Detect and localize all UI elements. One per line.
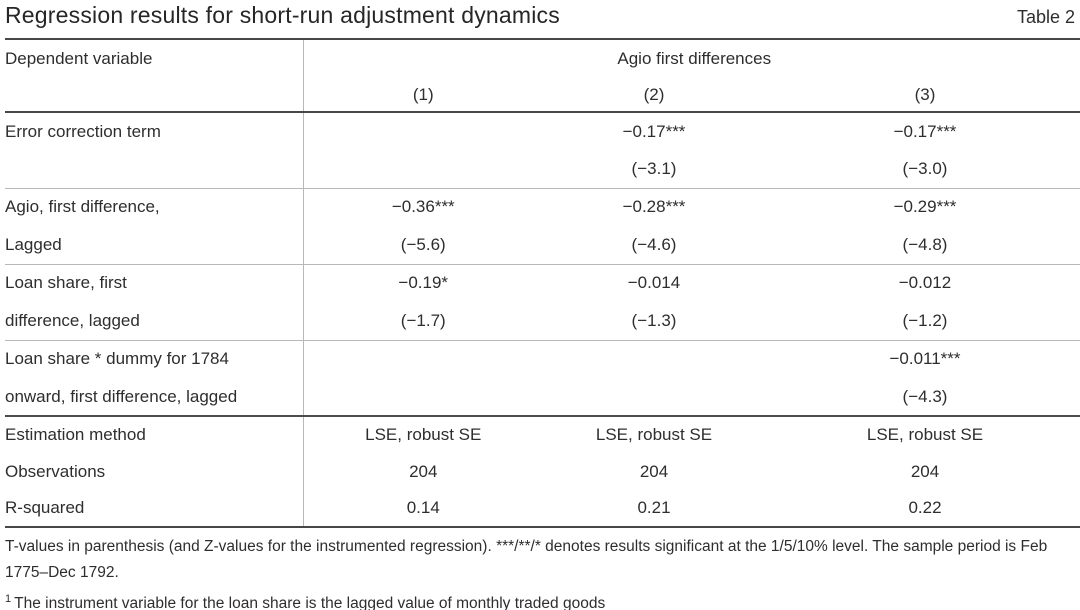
row-label: difference, lagged [5,302,304,340]
row-label: Observations [5,453,304,490]
regression-results-table: Dependent variable Agio first difference… [5,38,1080,528]
footnote-marker: 1 [5,593,12,605]
row-label: Loan share, first [5,263,304,302]
cell-tvalue [543,378,765,416]
table-titlebar: Regression results for short-run adjustm… [5,0,1075,38]
cell-value: −0.012 [765,263,1080,302]
footnote-text: The instrument variable for the loan sha… [14,595,606,610]
table-row: Lagged (−5.6) (−4.6) (−4.8) [5,226,1080,264]
row-label: Lagged [5,226,304,264]
cell-value: −0.36*** [303,187,543,226]
cell-tvalue: (−1.2) [902,310,948,330]
cell-value: −0.014 [543,263,765,302]
table-title: Regression results for short-run adjustm… [5,2,560,28]
cell-tvalue [303,150,543,188]
row-label [5,150,304,188]
cell-value: −0.28*** [543,187,765,226]
table-row: Loan share * dummy for 1784 −0.011*** [5,339,1080,378]
table-notes: T-values in parenthesis (and Z-values fo… [5,538,1048,581]
cell-value: 0.22 [908,498,942,517]
table-row: (−3.1) (−3.0) [5,150,1080,188]
cell-value: −0.17*** [622,121,686,141]
cell-value [543,339,765,378]
cell-value: LSE, robust SE [765,415,1080,453]
column-header-1: (1) [303,78,543,113]
cell-value [303,339,543,378]
dependent-variable-header: Dependent variable [5,39,304,78]
cell-tvalue: (−1.7) [400,310,446,330]
cell-value: 0.14 [406,498,440,517]
table-row: Agio, first difference, −0.36*** −0.28**… [5,187,1080,226]
cell-tvalue: (−1.3) [631,310,677,330]
cell-value: 0.21 [637,498,671,517]
cell-value: 204 [639,461,669,481]
cell-value: −0.29*** [765,187,1080,226]
spanning-column-header: Agio first differences [617,49,772,68]
column-header-3: (3) [765,78,1080,113]
cell-tvalue: (−4.6) [631,234,677,254]
column-number-header-row: (1) (2) (3) [5,78,1080,113]
cell-value: −0.17*** [893,121,957,141]
row-label: onward, first difference, lagged [5,378,304,416]
table-row-observations: Observations 204 204 204 [5,453,1080,490]
table-row-estimation-method: Estimation method LSE, robust SE LSE, ro… [5,415,1080,453]
empty-header-cell [5,78,304,113]
cell-value: 204 [409,461,438,481]
table-row: difference, lagged (−1.7) (−1.3) (−1.2) [5,302,1080,340]
table-footnote: 1 The instrument variable for the loan sh… [5,593,1075,610]
row-label: Loan share * dummy for 1784 [5,339,304,378]
row-label: Error correction term [5,112,304,150]
column-header-2: (2) [543,78,765,113]
cell-value [303,112,543,150]
cell-value: −0.19* [303,263,543,302]
cell-tvalue: (−4.8) [902,234,948,254]
cell-value: LSE, robust SE [303,415,543,453]
table-row-r-squared: R-squared 0.14 0.21 0.22 [5,490,1080,527]
cell-value: LSE, robust SE [543,415,765,453]
table-row: Loan share, first −0.19* −0.014 −0.012 [5,263,1080,302]
row-label: Estimation method [5,415,304,453]
cell-tvalue [303,378,543,416]
table-header-row: Dependent variable Agio first difference… [5,39,1080,78]
cell-tvalue: (−3.1) [631,158,677,178]
row-label: Agio, first difference, [5,187,304,226]
cell-tvalue: (−3.0) [902,158,948,178]
cell-value: 204 [910,461,940,481]
cell-value: −0.011*** [765,339,1080,378]
table-row: Error correction term −0.17*** −0.17*** [5,112,1080,150]
table-row: onward, first difference, lagged (−4.3) [5,378,1080,416]
cell-tvalue: (−4.3) [902,386,948,406]
row-label: R-squared [5,490,304,527]
table-number-label: Table 2 [1016,7,1075,27]
cell-tvalue: (−5.6) [400,234,446,254]
